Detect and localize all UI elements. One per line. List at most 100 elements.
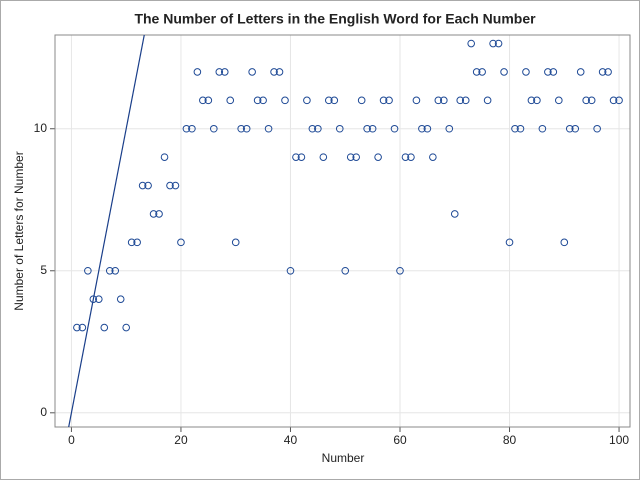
point xyxy=(166,181,174,190)
x-tick-label: 100 xyxy=(609,433,629,447)
point xyxy=(116,295,125,303)
point xyxy=(275,68,284,76)
y-tick-label: 0 xyxy=(40,405,47,419)
point xyxy=(319,153,328,161)
point xyxy=(374,153,382,161)
chart-title: The Number of Letters in the English Wor… xyxy=(134,11,536,27)
point xyxy=(598,68,607,76)
point xyxy=(155,210,163,218)
y-axis-label: Number of Letters for Number xyxy=(12,151,26,310)
point xyxy=(204,96,213,105)
point xyxy=(434,96,443,105)
point xyxy=(544,68,552,76)
point xyxy=(84,266,92,275)
point xyxy=(538,124,547,133)
point xyxy=(385,96,393,105)
point xyxy=(396,266,404,275)
point xyxy=(346,153,355,161)
point xyxy=(379,96,388,105)
point xyxy=(368,124,377,133)
point xyxy=(483,96,492,105)
point xyxy=(571,124,580,133)
point xyxy=(292,153,300,161)
point xyxy=(248,68,256,76)
point xyxy=(407,153,415,161)
point xyxy=(220,68,229,76)
y-tick-label: 5 xyxy=(40,263,47,277)
point xyxy=(533,96,541,105)
point xyxy=(527,96,536,105)
point xyxy=(314,124,322,133)
x-tick-label: 0 xyxy=(68,433,75,447)
point xyxy=(95,295,103,303)
point xyxy=(281,96,289,105)
point xyxy=(177,238,185,247)
marks xyxy=(68,35,623,427)
point xyxy=(418,124,426,133)
y-tick-label: 10 xyxy=(34,121,48,135)
point xyxy=(440,96,448,105)
point xyxy=(253,96,262,105)
point xyxy=(401,153,410,161)
point xyxy=(264,124,273,133)
point xyxy=(516,124,525,133)
point xyxy=(259,96,267,105)
point xyxy=(182,124,191,133)
point xyxy=(111,266,120,275)
point xyxy=(587,96,596,105)
point xyxy=(105,266,114,275)
point xyxy=(604,68,612,76)
point xyxy=(549,68,558,76)
x-tick-label: 80 xyxy=(503,433,517,447)
point xyxy=(199,96,207,105)
point xyxy=(489,39,497,48)
x-axis-label: Number xyxy=(322,451,365,465)
point xyxy=(297,153,306,161)
point xyxy=(423,124,432,133)
point xyxy=(138,181,147,190)
point xyxy=(450,210,459,218)
point xyxy=(363,124,371,133)
point xyxy=(615,96,623,105)
x-tick-label: 20 xyxy=(174,433,188,447)
point xyxy=(412,96,421,105)
point xyxy=(472,68,481,76)
point xyxy=(555,96,563,105)
point xyxy=(461,96,470,105)
point xyxy=(308,124,317,133)
plot-area xyxy=(54,34,631,428)
point xyxy=(193,68,202,76)
point xyxy=(593,124,601,133)
identity-line xyxy=(68,35,145,427)
point xyxy=(445,124,454,133)
point xyxy=(325,96,333,105)
point xyxy=(149,210,158,218)
point xyxy=(122,323,130,332)
point xyxy=(576,68,585,76)
point xyxy=(582,96,590,105)
point xyxy=(303,96,311,105)
point xyxy=(511,124,519,133)
point xyxy=(231,238,240,247)
point xyxy=(242,124,251,133)
point xyxy=(500,68,508,76)
point xyxy=(133,238,141,247)
point xyxy=(494,39,503,48)
point xyxy=(100,323,109,332)
point xyxy=(390,124,399,133)
point xyxy=(505,238,514,247)
point xyxy=(171,181,180,190)
point xyxy=(478,68,486,76)
point xyxy=(522,68,530,76)
x-tick-label: 40 xyxy=(284,433,298,447)
point xyxy=(467,39,475,48)
point xyxy=(237,124,245,133)
x-tick-label: 60 xyxy=(393,433,407,447)
point xyxy=(357,96,366,105)
point xyxy=(330,96,339,105)
point xyxy=(188,124,196,133)
point xyxy=(565,124,574,133)
point xyxy=(286,266,295,275)
